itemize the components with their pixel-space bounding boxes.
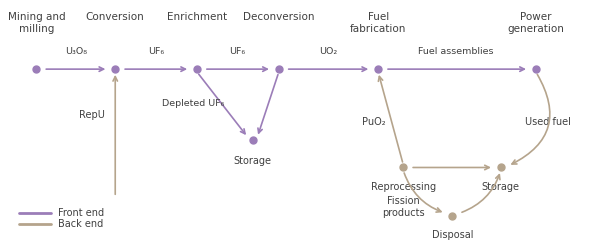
Text: UF₆: UF₆: [148, 47, 164, 56]
Text: Fission
products: Fission products: [382, 196, 425, 218]
Text: Deconversion: Deconversion: [243, 12, 314, 22]
Text: Storage: Storage: [233, 156, 272, 166]
Text: Reprocessing: Reprocessing: [371, 182, 436, 192]
Text: Storage: Storage: [482, 182, 520, 192]
Text: Power
generation: Power generation: [508, 12, 565, 34]
Text: Enrichment: Enrichment: [167, 12, 227, 22]
Text: RepU: RepU: [79, 110, 105, 120]
Text: U₃O₈: U₃O₈: [65, 47, 87, 56]
Text: Fuel assemblies: Fuel assemblies: [418, 47, 494, 56]
Text: Disposal: Disposal: [431, 230, 473, 240]
Text: Fuel
fabrication: Fuel fabrication: [350, 12, 406, 34]
Text: Back end: Back end: [58, 219, 103, 229]
Text: Depleted UF₆: Depleted UF₆: [162, 99, 224, 108]
Text: Used fuel: Used fuel: [524, 117, 571, 127]
Text: Mining and
milling: Mining and milling: [8, 12, 65, 34]
Text: Front end: Front end: [58, 208, 104, 218]
Text: Conversion: Conversion: [86, 12, 145, 22]
Text: UF₆: UF₆: [229, 47, 245, 56]
Text: UO₂: UO₂: [319, 47, 338, 56]
Text: PuO₂: PuO₂: [362, 117, 385, 127]
